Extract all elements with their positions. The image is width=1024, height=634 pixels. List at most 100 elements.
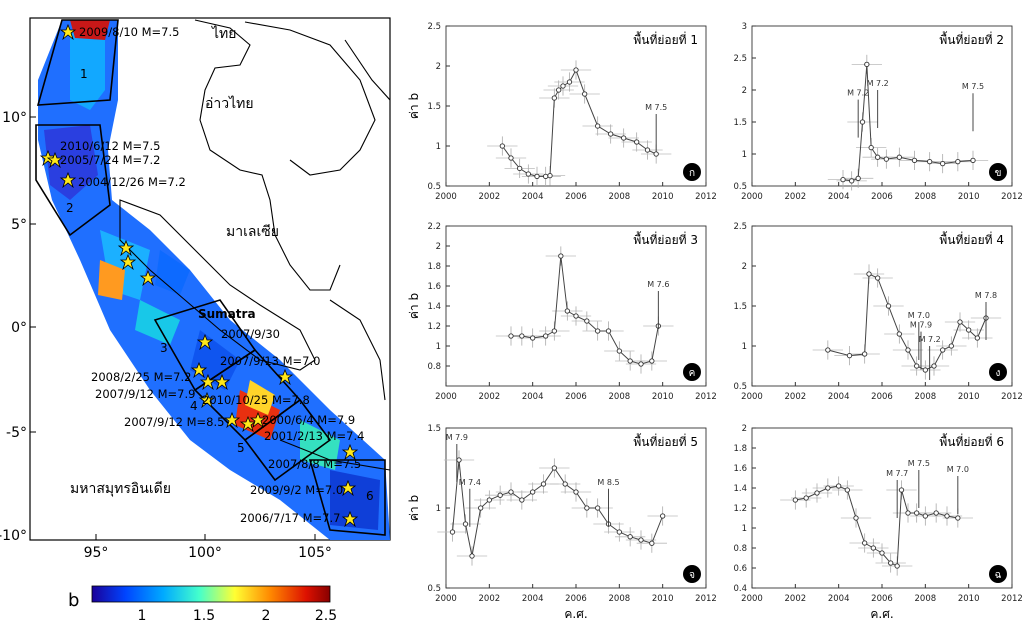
y-axis-label: ค่า b [407,495,421,521]
data-point [525,171,531,177]
x-tick-label: 2004 [522,192,544,202]
chart-panels: 2000 2002 2004 2006 2008 2010 2012 0.5 1 1.5 2 2.5 M… [407,22,1023,621]
annotation-label: M 7.7 [886,469,908,478]
x-tick-label: 2002 [479,192,501,202]
data-point [866,271,872,277]
data-point [556,87,562,93]
data-point [914,363,920,369]
data-point [530,335,536,341]
y-tick-label: 2.5 [733,54,747,64]
plot-frame [445,225,707,387]
quake-label: 2005/7/24 M=7.2 [60,153,160,167]
y-tick-label: 2 [436,62,441,72]
data-point [469,553,475,559]
data-point [649,540,655,546]
annotation-label: M 7.9 [910,321,932,330]
data-point [933,510,939,516]
chart-panel: 2000 2002 2004 2006 2008 2010 2012 0.4 0.6 0.8 1 1.… [733,424,1022,621]
annotation-label: M 7.5 [962,82,984,91]
data-point [864,61,870,68]
annotation-label: M 7.5 [908,459,930,468]
data-point [862,351,868,357]
data-point [974,335,980,341]
x-tick-label: 2012 [1001,392,1023,402]
data-point [508,155,514,161]
data-point [551,465,557,471]
chart-title: พื้นที่ย่อยที่ 2 [939,31,1004,47]
x-tick-label: 2010 [958,392,980,402]
data-point [885,303,892,309]
x-tick-label: 2008 [915,594,937,604]
x-tick-label: 2008 [915,192,937,202]
data-point [825,485,831,491]
data-point [605,328,612,334]
data-point [582,91,588,97]
x-tick-label: 2006 [871,392,893,402]
annotation-label: M 7.9 [446,433,468,442]
y-tick-label: 1.8 [427,262,441,272]
x-axis-label: ค.ศ. [564,607,587,621]
data-point [551,95,557,101]
data-point [844,487,850,493]
data-point [862,540,868,546]
data-point [653,151,659,157]
chart-panel: 2000 2002 2004 2006 2008 2010 2012 0.5 1 1.5 2 2.5 3… [733,22,1022,202]
x-tick-label: 2002 [479,594,501,604]
data-point [519,497,525,503]
x-tick-label: 2006 [565,192,587,202]
x-tick-label: 2012 [695,594,717,604]
data-point [957,319,963,325]
quake-label: 2010/10/25 M=7.8 [202,393,310,407]
data-point [644,147,651,153]
data-point [846,352,853,359]
y-tick-label: 1.8 [733,444,747,454]
map-y-tick: -10° [0,528,27,544]
data-point [898,487,905,493]
panel-badge [989,565,1007,583]
zone-number: 4 [190,399,198,413]
map-y-tick: -5° [6,425,27,441]
annotation-label: M 7.2 [847,89,869,98]
y-tick-label: 1 [742,150,747,160]
chart-title: พื้นที่ย่อยที่ 3 [633,231,698,247]
x-tick-label: 2000 [741,192,763,202]
quake-star [223,411,241,429]
data-point [595,505,601,511]
map-panel: ไทย อ่าวไทย มาเลเซีย Sumatra มหาสมุทรอิน… [0,17,391,624]
panel-badge-label: ง [996,368,1001,379]
data-point [868,144,874,151]
data-point [922,513,928,519]
panel-badge-label: ก [689,168,695,179]
x-tick-label: 2000 [741,594,763,604]
map-x-tick: 100° [188,545,222,561]
x-tick-label: 2004 [828,594,850,604]
data-point [478,505,484,511]
data-point [547,172,553,179]
quake-star [198,391,216,409]
annotation-label: M 7.5 [645,103,667,112]
data-point [562,481,568,487]
data-point [627,358,633,364]
data-point [616,348,622,354]
y-tick-label: 1.4 [427,302,441,312]
data-point [905,347,911,353]
map-y-tick: 0° [11,320,27,336]
y-tick-label: 1 [436,142,441,152]
panel-badge [683,565,701,583]
x-tick-label: 2004 [828,192,850,202]
colorbar-label: b [68,590,79,611]
data-point [914,510,920,516]
panel-badge-label: ฉ [995,570,1002,581]
y-tick-label: 1.5 [427,102,441,112]
plot-frame [751,427,1013,589]
y-tick-label: 0.6 [733,564,747,574]
chart-title: พื้นที่ย่อยที่ 1 [633,31,698,47]
label-malaysia: มาเลเซีย [226,224,279,240]
y-axis-label: ค่า b [407,293,421,319]
quake-star [339,479,357,497]
data-point [859,119,866,125]
y-tick-label: 2 [742,86,747,96]
y-tick-label: 2.2 [427,222,441,232]
data-point [584,505,590,511]
